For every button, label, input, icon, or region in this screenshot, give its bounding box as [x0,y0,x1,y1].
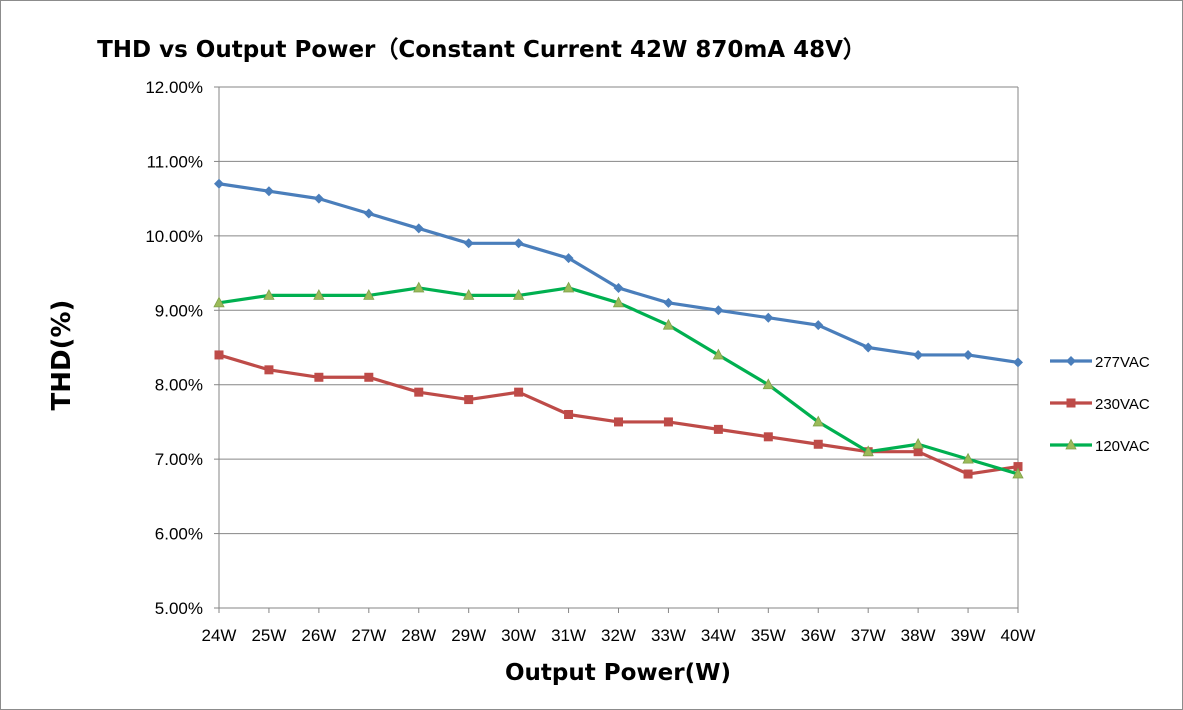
data-point-diamond [363,208,374,219]
y-tick-label: 6.00% [155,525,203,544]
x-tick-label: 32W [601,626,636,645]
y-tick-label: 10.00% [145,227,203,246]
data-point-square [614,417,623,427]
data-point-square [813,439,823,449]
chart-title: THD vs Output Power（Constant Current 42W… [97,37,866,63]
data-point-triangle [562,281,575,293]
x-axis-title: Output Power(W) [504,660,731,686]
data-point-triangle [363,289,375,300]
data-point-diamond [313,193,324,204]
data-point-diamond [214,178,224,189]
data-point-square [464,395,474,405]
data-point-diamond [1066,356,1076,366]
data-point-triangle [712,348,725,360]
data-point-diamond [613,282,624,293]
data-point-square [913,447,923,457]
series-277VAC [214,178,1023,368]
y-tick-label: 7.00% [155,450,203,469]
x-tick-label: 36W [801,626,836,645]
data-point-triangle [512,289,525,300]
x-tick-label: 29W [451,626,486,645]
data-point-square [314,372,324,382]
legend: 277VAC 230VAC 120VAC [1050,354,1150,455]
series-line [218,182,1019,364]
data-point-square [414,387,424,397]
data-point-square [763,432,773,442]
data-point-triangle [612,296,625,308]
legend-item: 277VAC [1050,354,1150,371]
data-point-square [963,469,973,479]
x-tick-label: 30W [501,626,536,645]
x-tick-label: 38W [901,626,936,645]
y-tick-label: 5.00% [155,599,203,618]
series-line [218,286,1019,476]
x-tick-label: 28W [401,626,436,645]
data-point-diamond [813,320,824,331]
data-point-triangle [1012,467,1024,479]
data-point-square [1013,462,1023,472]
data-point-square [713,424,723,434]
data-point-triangle [213,296,225,308]
series-line [218,353,1019,476]
data-point-triangle [463,289,475,300]
x-tick-label: 31W [551,626,586,645]
axis-layer: 5.00% 6.00% 7.00% 8.00% 9.00% 10.00% 11.00% 12.… [145,78,1035,645]
legend-label: 230VAC [1095,396,1150,413]
x-tick-label: 34W [701,626,736,645]
data-point-diamond [263,186,274,197]
data-point-diamond [513,238,524,249]
x-tick-label: 27W [351,626,386,645]
data-point-square [1066,398,1076,408]
data-point-triangle [962,452,974,464]
series-120VAC [213,281,1024,479]
y-tick-label: 11.00% [147,152,203,171]
data-point-diamond [413,223,424,234]
data-point-triangle [812,415,824,427]
x-tick-label: 40W [1001,626,1036,645]
x-tick-label: 24W [202,626,237,645]
data-point-diamond [763,312,774,323]
data-point-diamond [913,349,924,360]
x-tick-label: 26W [301,626,336,645]
y-tick-label: 12.00% [145,78,203,97]
data-point-square [214,350,224,360]
series-230VAC [214,350,1023,479]
x-tick-label: 25W [251,626,286,645]
data-point-diamond [563,253,574,264]
data-point-diamond [963,349,974,360]
x-tick-label: 33W [651,626,686,645]
data-point-square [514,387,524,397]
data-point-square [264,365,274,375]
data-point-square [564,409,574,419]
grid-layer [219,86,1018,609]
data-point-triangle [313,289,325,300]
data-point-triangle [1065,438,1077,450]
legend-item: 230VAC [1050,396,1150,413]
data-point-diamond [1013,357,1023,368]
data-point-triangle [263,289,275,300]
series-layer [213,178,1024,479]
y-tick-label: 8.00% [155,376,203,395]
data-point-diamond [463,238,474,249]
data-point-triangle [862,445,874,457]
data-point-triangle [662,318,675,330]
data-point-diamond [663,297,674,308]
x-tick-label: 35W [751,626,786,645]
legend-label: 277VAC [1095,354,1150,371]
legend-label: 120VAC [1095,438,1150,455]
x-tick-label: 39W [951,626,986,645]
data-point-square [364,372,374,382]
y-tick-label: 9.00% [155,301,203,320]
legend-item: 120VAC [1050,438,1150,455]
data-point-triangle [413,281,425,293]
data-point-triangle [912,437,924,449]
x-tick-label: 37W [851,626,886,645]
data-point-square [663,417,673,427]
data-point-triangle [762,378,774,390]
data-point-diamond [713,305,724,316]
data-point-diamond [863,342,874,353]
